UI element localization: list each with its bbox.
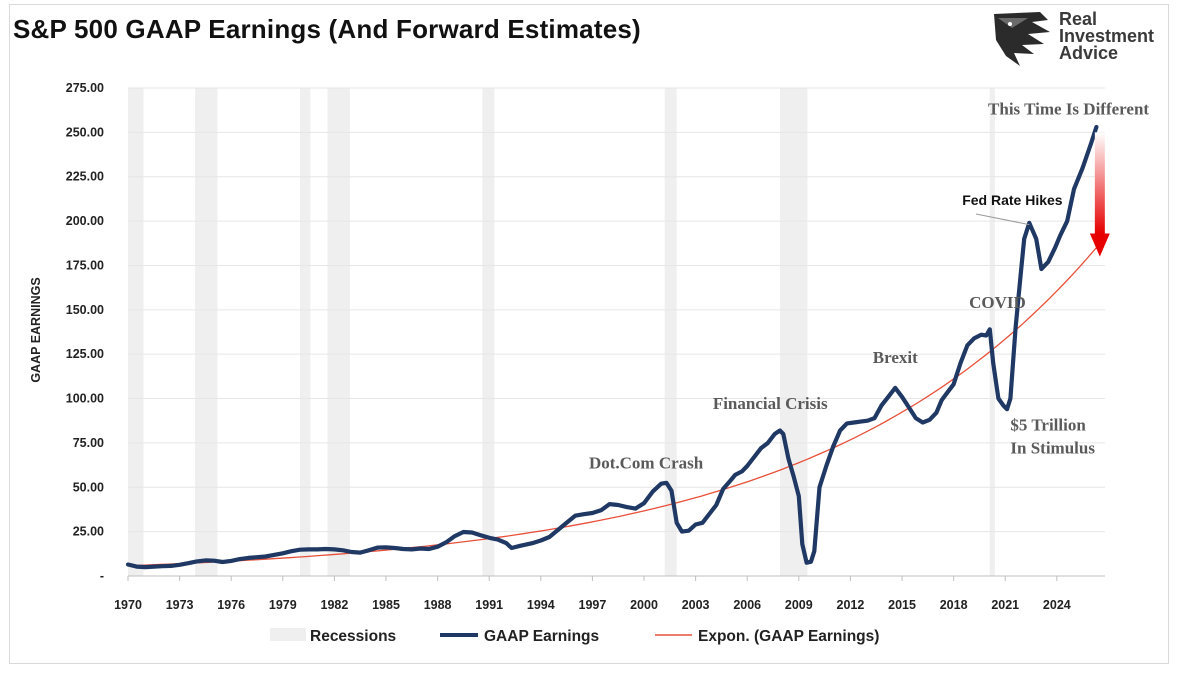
recession-band [989, 88, 995, 576]
brand-line-3: Advice [1059, 43, 1119, 63]
annotation-label: This Time Is Different [988, 100, 1149, 119]
annotation-label: $5 Trillion [1010, 415, 1086, 434]
x-tick-label: 1982 [321, 598, 349, 612]
y-tick-label: 200.00 [66, 214, 104, 228]
recession-band [779, 88, 808, 576]
brand-wordmark: Real Investment Advice [1059, 9, 1155, 63]
annotation-label: Brexit [873, 348, 918, 367]
y-tick-label: 25.00 [73, 525, 104, 539]
x-tick-label: 1997 [579, 598, 607, 612]
annotation-label: Fed Rate Hikes [962, 192, 1063, 208]
annotation-label: Dot.Com Crash [589, 454, 704, 473]
legend-recession-swatch [270, 628, 306, 641]
x-axis-ticks: 1970 1973 1976 1979 1982 1985 1988 1991 1994 1997… [114, 576, 1071, 612]
y-axis-ticks: 275.00 250.00 225.00 200.00 175.00 150.00 125.… [66, 81, 104, 583]
recession-band [128, 88, 144, 576]
recession-band [300, 88, 311, 576]
x-tick-label: 2006 [733, 598, 761, 612]
chart-frame [9, 4, 1169, 664]
y-tick-label: 275.00 [66, 81, 104, 95]
x-tick-label: 2000 [630, 598, 658, 612]
brand-line-1: Real [1059, 9, 1098, 29]
legend-trend-label: Expon. (GAAP Earnings) [698, 628, 879, 645]
x-tick-label: 1973 [166, 598, 194, 612]
x-tick-label: 1979 [269, 598, 297, 612]
x-tick-label: 2015 [888, 598, 916, 612]
y-tick-label: 150.00 [66, 303, 104, 317]
arrow-shaft [1094, 132, 1105, 234]
y-tick-label: 125.00 [66, 347, 104, 361]
annotations: This Time Is Different Fed Rate Hikes COVI… [589, 100, 1149, 473]
arrow-head [1089, 233, 1110, 257]
down-arrow-icon [1089, 132, 1110, 257]
legend-earnings-label: GAAP Earnings [484, 628, 599, 645]
fed-rate-hikes-pointer [975, 213, 1030, 226]
chart-title: S&P 500 GAAP Earnings (And Forward Estim… [13, 14, 641, 44]
x-tick-label: 2021 [991, 598, 1019, 612]
x-tick-label: 2012 [837, 598, 865, 612]
y-tick-label: 100.00 [66, 392, 104, 406]
x-tick-label: 1994 [527, 598, 555, 612]
trend-line [127, 247, 1097, 567]
y-axis-label: GAAP EARNINGS [29, 277, 43, 382]
earnings-line [125, 124, 1099, 570]
annotation-label: In Stimulus [1010, 439, 1095, 458]
y-tick-label: 175.00 [66, 258, 104, 272]
recession-band [482, 88, 495, 576]
x-tick-label: 1970 [114, 598, 142, 612]
y-tick-label: - [100, 569, 104, 583]
x-tick-label: 2024 [1043, 598, 1071, 612]
x-tick-label: 1976 [217, 598, 245, 612]
recession-bands [128, 88, 995, 576]
recession-band [195, 88, 218, 576]
y-tick-label: 250.00 [66, 125, 104, 139]
x-tick-label: 2003 [682, 598, 710, 612]
annotation-label: COVID [969, 293, 1026, 312]
x-tick-label: 2018 [940, 598, 968, 612]
y-tick-label: 50.00 [73, 480, 104, 494]
x-tick-label: 1991 [475, 598, 503, 612]
recession-band [664, 88, 677, 576]
y-tick-label: 75.00 [73, 436, 104, 450]
legend-recessions-label: Recessions [310, 628, 396, 645]
annotation-label: Financial Crisis [713, 394, 828, 413]
recession-band [327, 88, 350, 576]
x-tick-label: 2009 [785, 598, 813, 612]
real-investment-advice-logo [994, 12, 1050, 66]
brand-line-2: Investment [1059, 26, 1155, 46]
legend: Recessions GAAP Earnings Expon. (GAAP Ea… [270, 628, 879, 645]
y-tick-label: 225.00 [66, 170, 104, 184]
x-tick-label: 1988 [424, 598, 452, 612]
x-tick-label: 1985 [372, 598, 400, 612]
